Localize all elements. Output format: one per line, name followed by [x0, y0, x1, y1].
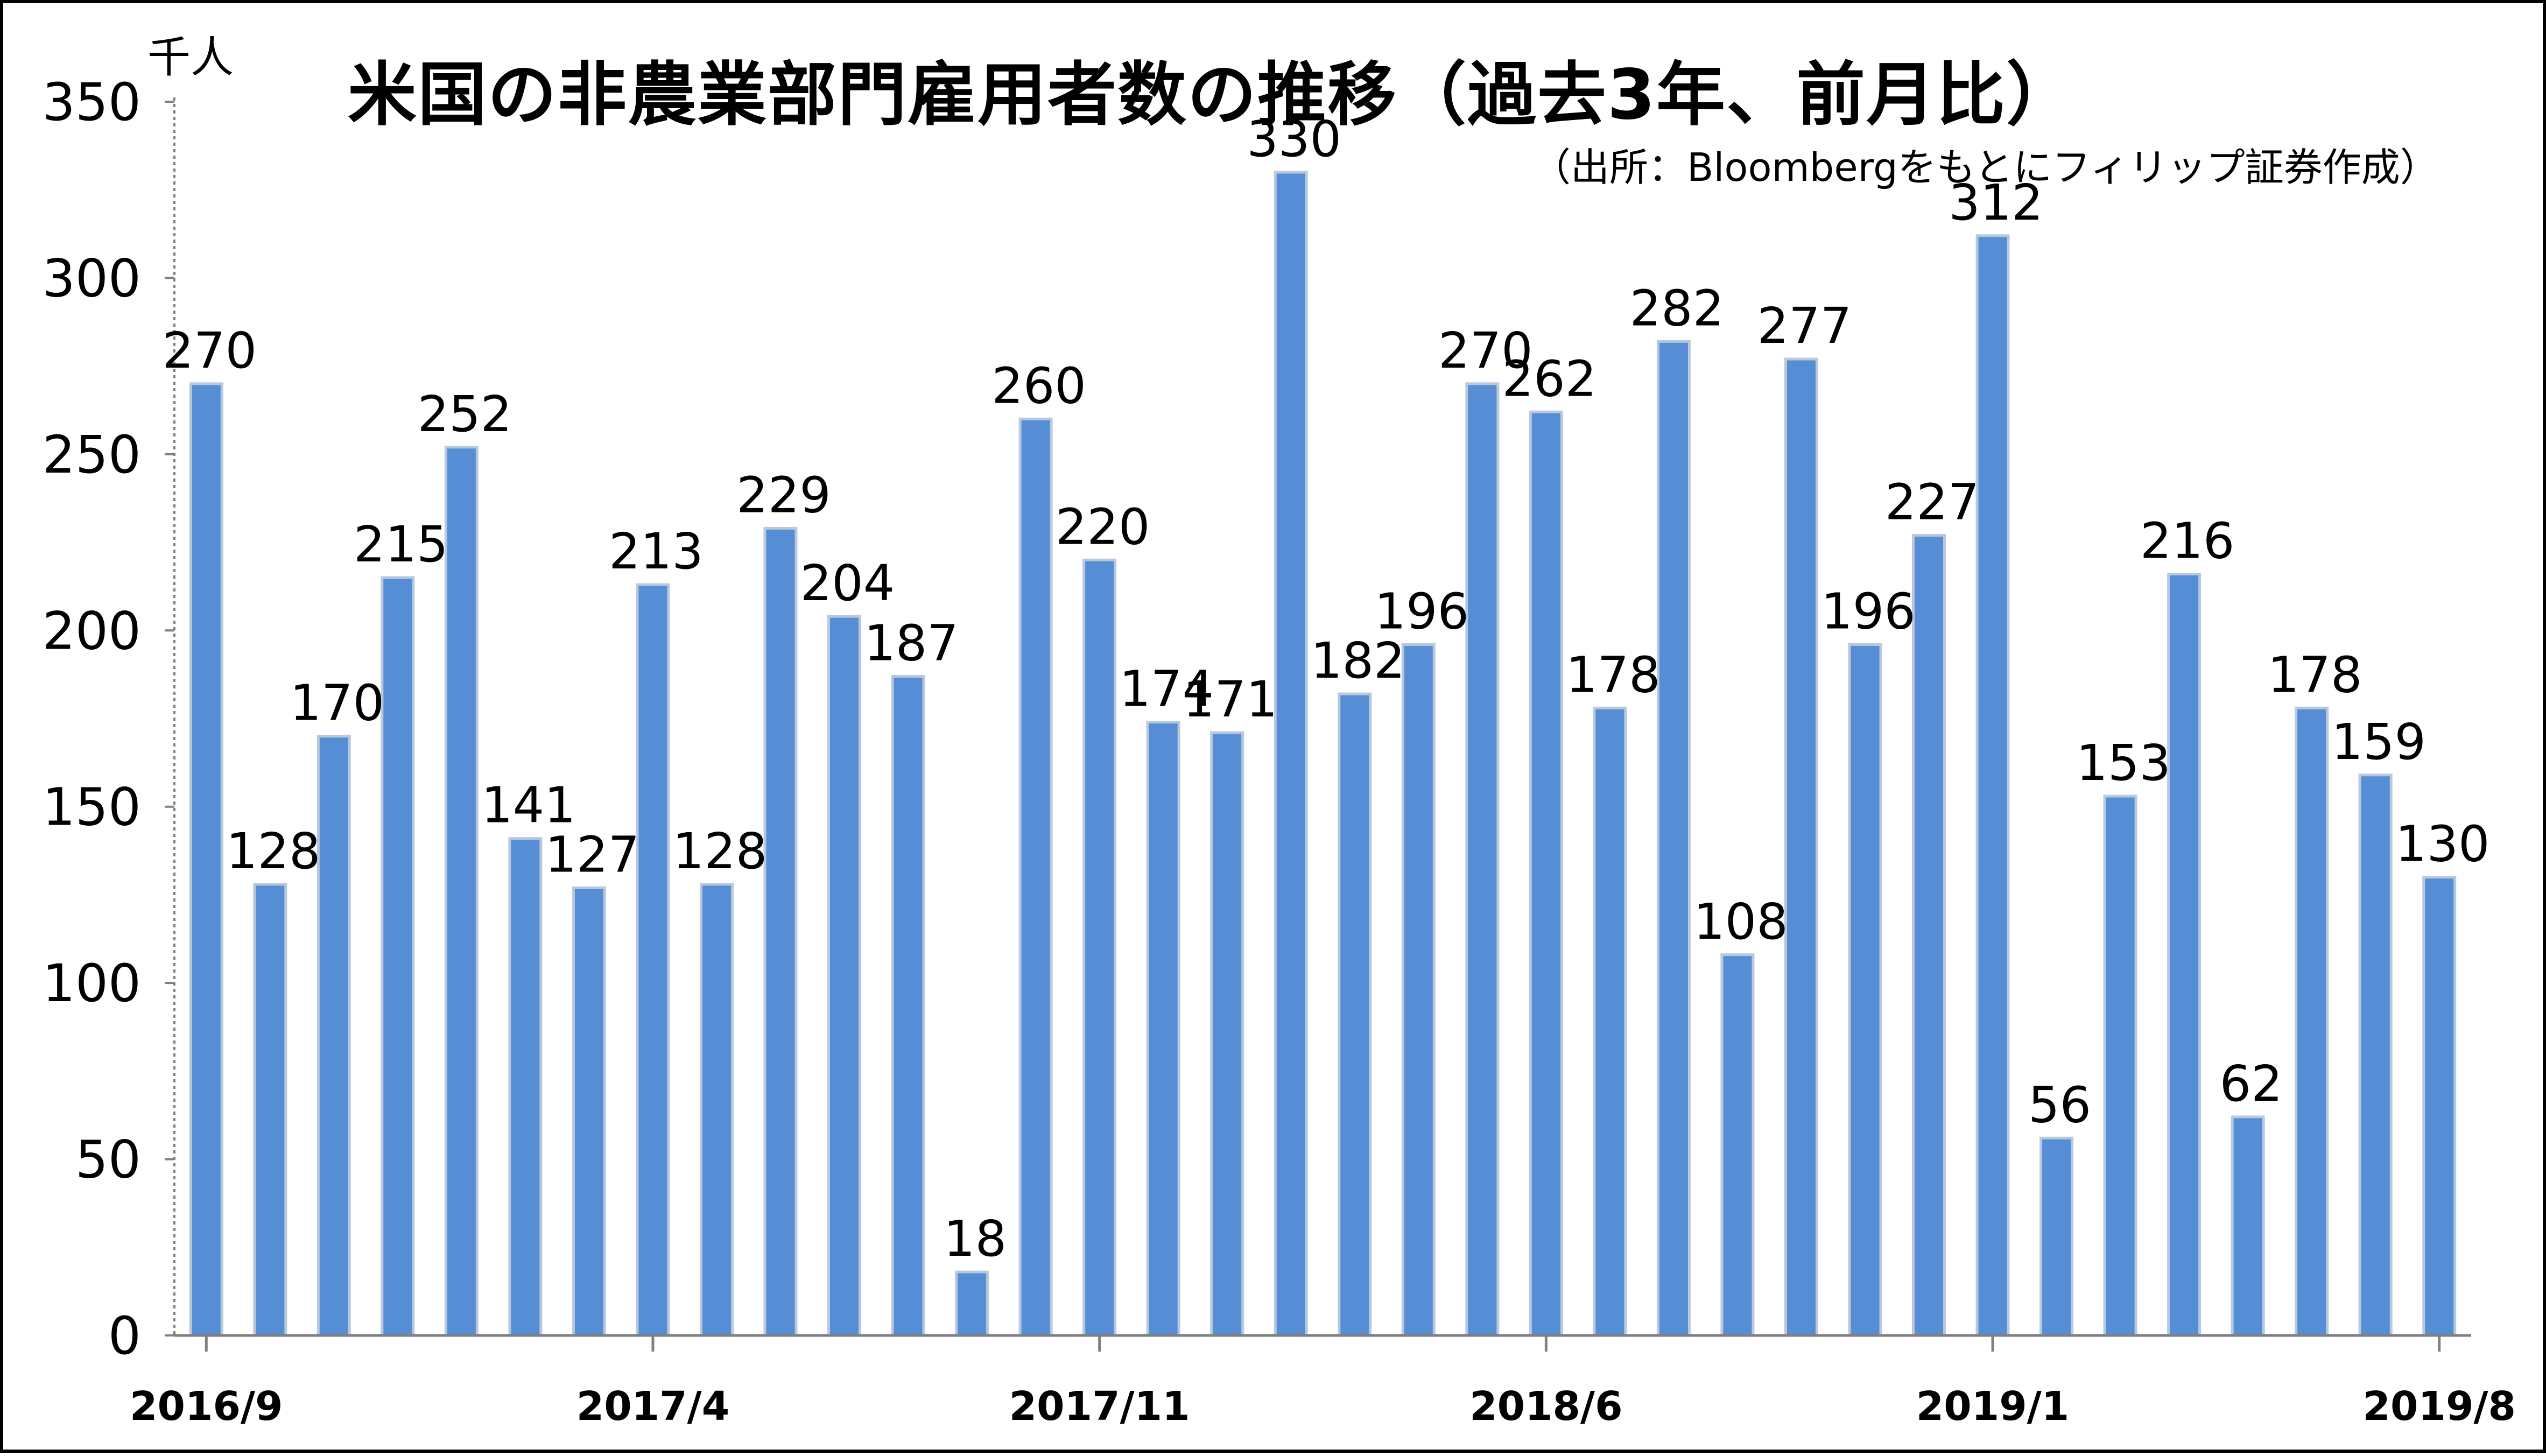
bar-2016/12 — [381, 576, 415, 1337]
bar-2018/9 — [1720, 953, 1755, 1337]
bar-2017/1 — [444, 446, 479, 1337]
data-label: 128 — [226, 822, 321, 880]
bar-2018/3 — [1338, 692, 1372, 1337]
data-label: 282 — [1630, 279, 1725, 337]
bar-2017/5 — [699, 883, 734, 1337]
bar-2016/11 — [317, 735, 351, 1337]
data-label: 220 — [1056, 498, 1150, 555]
data-label: 170 — [290, 674, 385, 732]
data-label: 178 — [2268, 646, 2362, 704]
bar-2019/4 — [2167, 573, 2202, 1337]
bar-2018/8 — [1656, 340, 1691, 1337]
bar-chart: 0 50 100 150 200 250 300 350 2016/9 2017/4 2017/11… — [43, 72, 2516, 1430]
data-label: 153 — [2076, 734, 2171, 792]
data-label: 18 — [944, 1210, 1007, 1268]
data-label: 128 — [673, 822, 768, 880]
y-axis-unit: 千人 — [147, 32, 234, 82]
x-tick-label: 2019/1 — [1916, 1383, 2069, 1430]
bar-2016/10 — [253, 883, 287, 1337]
bar-2019/3 — [2103, 794, 2137, 1337]
bar-2018/4 — [1401, 643, 1436, 1337]
chart-source: （出所：Bloombergをもとにフィリップ証券作成） — [1532, 145, 2439, 190]
data-label: 260 — [991, 357, 1086, 414]
y-tick-label: 50 — [75, 1130, 141, 1190]
data-label: 270 — [1438, 322, 1533, 379]
bar-2018/7 — [1593, 706, 1627, 1337]
bar-2019/7 — [2358, 773, 2393, 1337]
y-tick-label: 350 — [43, 72, 141, 132]
bar-2017/6 — [763, 526, 798, 1337]
data-label: 182 — [1311, 632, 1405, 690]
bar-2016/9 — [189, 382, 223, 1337]
data-label: 213 — [609, 523, 704, 580]
data-label: 141 — [481, 777, 576, 834]
bar-2018/5 — [1465, 382, 1500, 1337]
data-label: 187 — [864, 614, 959, 672]
data-label: 127 — [545, 826, 640, 883]
data-label: 277 — [1757, 297, 1852, 355]
data-label: 270 — [162, 322, 257, 379]
bar-2017/3 — [572, 886, 606, 1337]
data-label: 178 — [1566, 646, 1661, 704]
bar-2019/5 — [2231, 1115, 2265, 1337]
data-label: 215 — [354, 516, 448, 573]
y-tick-label: 250 — [43, 425, 141, 485]
bar-2018/6 — [1529, 410, 1563, 1337]
bar-2017/7 — [827, 615, 862, 1337]
data-label: 196 — [1374, 582, 1469, 640]
bar-2018/10 — [1784, 357, 1818, 1337]
bar-2017/11 — [1082, 558, 1117, 1337]
data-label: 171 — [1183, 671, 1278, 728]
data-label: 252 — [418, 385, 512, 443]
bar-2017/10 — [1018, 417, 1053, 1337]
data-label: 196 — [1821, 582, 1916, 640]
y-tick-label: 150 — [43, 777, 141, 838]
bar-2019/8 — [2422, 876, 2457, 1337]
bar-2017/9 — [955, 1270, 989, 1337]
bar-2019/1 — [1975, 234, 2010, 1337]
data-label: 312 — [1949, 174, 2043, 231]
bar-2018/2 — [1274, 171, 1308, 1337]
bar-2019/2 — [2039, 1136, 2074, 1337]
x-tick-label: 2019/8 — [2362, 1383, 2515, 1430]
bar-2017/8 — [891, 674, 925, 1337]
data-label: 330 — [1247, 110, 1341, 168]
data-label: 227 — [1885, 473, 1980, 531]
data-label: 56 — [2028, 1076, 2091, 1134]
data-label: 204 — [800, 554, 895, 612]
data-label: 229 — [736, 466, 831, 524]
data-label: 130 — [2395, 815, 2490, 873]
y-tick-label: 200 — [43, 601, 141, 661]
data-label: 174 — [1119, 660, 1214, 718]
y-tick-label: 300 — [43, 248, 141, 308]
bar-2017/2 — [508, 837, 543, 1337]
data-label: 216 — [2140, 512, 2235, 570]
bar-2017/4 — [636, 583, 670, 1337]
x-tick-label: 2018/6 — [1469, 1383, 1622, 1430]
data-label: 108 — [1693, 893, 1788, 951]
x-tick-label: 2016/9 — [130, 1383, 283, 1430]
y-tick-label: 0 — [108, 1306, 141, 1366]
x-tick-label: 2017/11 — [1009, 1383, 1190, 1430]
data-label: 159 — [2331, 713, 2426, 771]
bar-2018/11 — [1848, 643, 1882, 1337]
bar-2017/12 — [1146, 721, 1180, 1337]
bar-2019/6 — [2295, 706, 2329, 1337]
y-tick-label: 100 — [43, 953, 141, 1014]
x-tick-label: 2017/4 — [576, 1383, 729, 1430]
bar-2018/1 — [1210, 731, 1244, 1337]
data-label: 62 — [2220, 1055, 2283, 1113]
bar-2018/12 — [1912, 533, 1946, 1337]
chart-title: 米国の非農業部門雇用者数の推移（過去3年、前月比） — [348, 55, 2077, 135]
data-label: 262 — [1502, 350, 1597, 407]
